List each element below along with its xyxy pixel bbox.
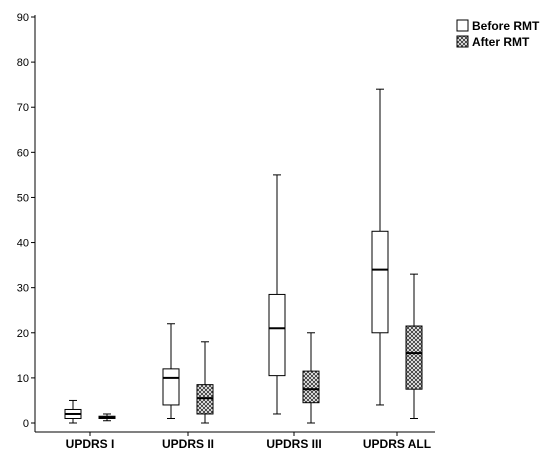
box-iqr [268, 293, 286, 377]
legend-swatch [456, 35, 469, 48]
box-before-1 [162, 323, 180, 419]
y-tick-label: 40 [17, 238, 29, 250]
y-tick-label: 60 [17, 147, 29, 159]
y-tick-label: 80 [17, 57, 29, 69]
box-before-0 [64, 399, 82, 424]
x-tick-label: UPDRS II [162, 437, 214, 451]
box-after-0 [98, 413, 116, 422]
box-iqr [371, 230, 389, 334]
legend: Before RMT After RMT [456, 19, 540, 49]
y-tick-label: 30 [17, 283, 29, 295]
y-tick-label: 50 [17, 192, 29, 204]
y-tick-label: 10 [17, 373, 29, 385]
legend-swatch [456, 19, 469, 32]
axes: 0 10 20 30 40 50 60 70 80 90 UPDRS I UPDRS II UPDRS … [17, 12, 435, 451]
y-tick-label: 90 [17, 12, 29, 24]
box-before-3 [371, 88, 389, 406]
y-tick-label: 20 [17, 328, 29, 340]
legend-label: After RMT [472, 35, 530, 49]
x-tick-label: UPDRS ALL [363, 437, 431, 451]
legend-label: Before RMT [472, 19, 540, 33]
box-after-3 [405, 273, 423, 419]
box-after-2 [302, 332, 320, 424]
x-tick-label: UPDRS I [66, 437, 115, 451]
x-tick-label: UPDRS III [266, 437, 321, 451]
y-tick-label: 0 [23, 418, 29, 430]
box-iqr [405, 325, 423, 390]
box-iqr [302, 370, 320, 404]
box-iqr [196, 384, 214, 415]
box-after-1 [196, 341, 214, 424]
box-layer [64, 88, 423, 424]
box-before-2 [268, 174, 286, 415]
box-iqr [162, 368, 180, 406]
y-tick-label: 70 [17, 102, 29, 114]
